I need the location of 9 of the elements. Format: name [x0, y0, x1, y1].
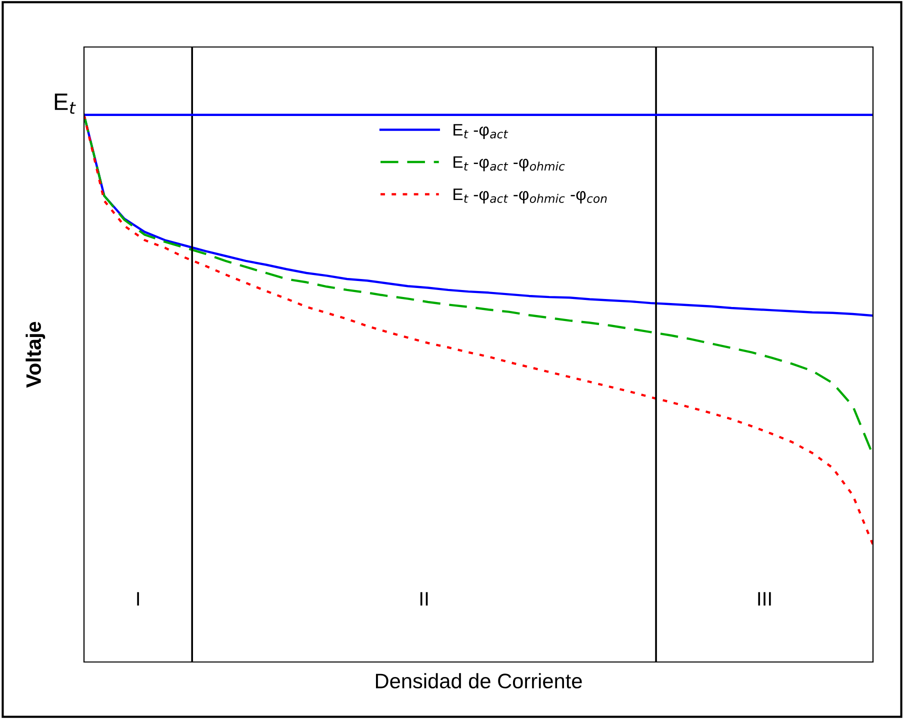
annotation: III — [758, 592, 771, 606]
legend-label: E$_{t}$ -φ$_{act}$ -φ$_{ohmic}$ -φ$_{con}$ — [454, 188, 607, 204]
annotation: II — [420, 592, 428, 606]
legend-label: E$_{t}$ -φ$_{act}$ — [454, 124, 508, 140]
ref-line-label: E$_{t}$ — [54, 94, 76, 114]
x-axis-title: Densidad de Corriente — [376, 673, 582, 688]
legend-label: E$_{t}$ -φ$_{act}$ -φ$_{ohmic}$ — [454, 156, 565, 172]
annotation: I — [137, 592, 139, 606]
y-axis-title: Voltaje — [26, 322, 46, 388]
